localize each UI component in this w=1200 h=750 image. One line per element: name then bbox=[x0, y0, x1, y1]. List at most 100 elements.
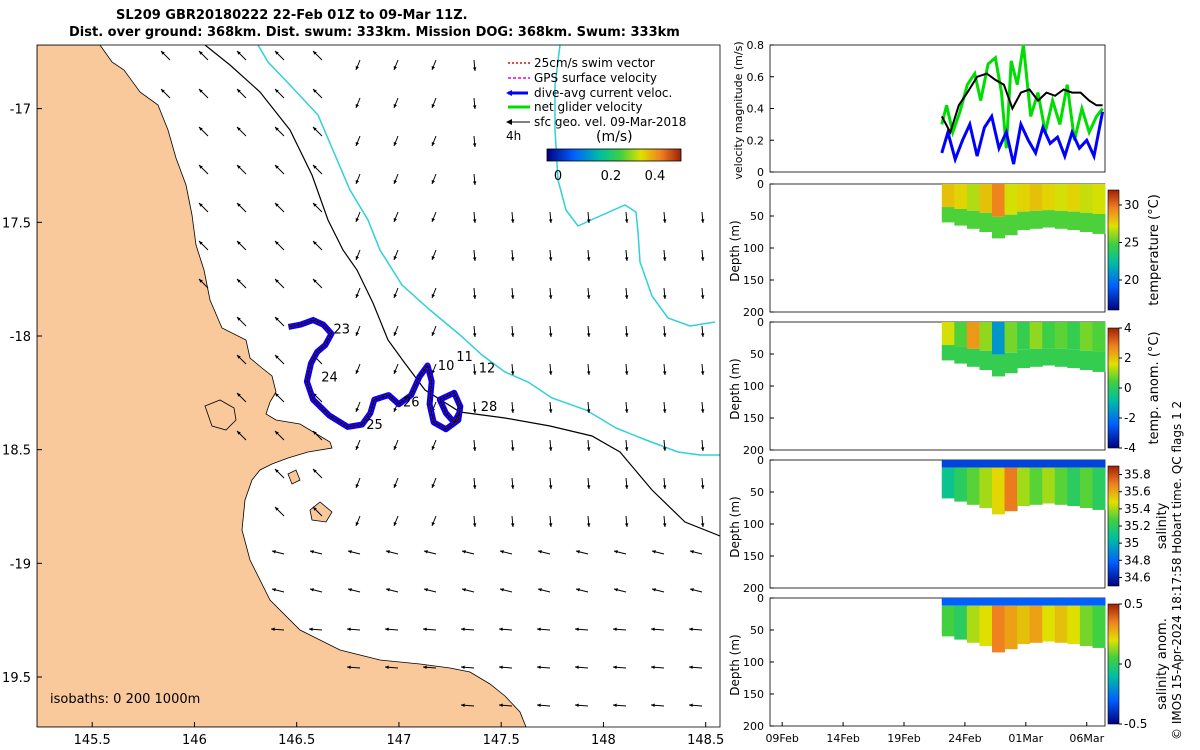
velocity-vector-head bbox=[275, 431, 279, 435]
velocity-vector-head bbox=[431, 522, 435, 526]
velocity-vector-head bbox=[575, 627, 579, 632]
velocity-vector-head bbox=[700, 447, 705, 451]
velocity-vector-head bbox=[347, 627, 351, 632]
map-y-tick-label: 17.5 bbox=[2, 216, 31, 231]
velocity-vector-head bbox=[275, 127, 279, 131]
glider-track-core bbox=[288, 319, 461, 430]
velocity-vector-head bbox=[393, 66, 397, 70]
velocity-vector-head bbox=[237, 241, 241, 245]
day-label: 26 bbox=[403, 395, 420, 410]
velocity-vector-head bbox=[548, 219, 553, 223]
velocity-vector-head bbox=[651, 627, 655, 632]
velocity-vector-head bbox=[355, 294, 359, 298]
velocity-vector-head bbox=[548, 447, 553, 451]
velocity-vector-head bbox=[548, 485, 553, 489]
velocity-vector-head bbox=[537, 627, 541, 632]
velocity-vector-head bbox=[472, 333, 477, 337]
velocity-vector-head bbox=[431, 104, 435, 108]
map-legend: 25cm/s swim vector GPS surface velocity … bbox=[506, 56, 686, 184]
velocity-vector-head bbox=[700, 219, 705, 223]
velocity-vector-head bbox=[355, 104, 359, 108]
velocity-vector-head bbox=[393, 446, 397, 450]
velocity-vector-head bbox=[313, 89, 317, 93]
velocity-vector-head bbox=[662, 333, 667, 337]
velocity-vector-head bbox=[275, 165, 279, 169]
velocity-vector-head bbox=[161, 89, 165, 93]
velocity-vector-head bbox=[275, 279, 279, 283]
velocity-vector-head bbox=[431, 446, 435, 450]
island-2 bbox=[309, 501, 333, 523]
velocity-vector-head bbox=[237, 431, 241, 435]
velocity-vector-head bbox=[461, 703, 465, 708]
velocity-vector-head bbox=[624, 485, 629, 489]
velocity-vector-head bbox=[576, 550, 580, 554]
map-x-tick-label: 147 bbox=[387, 733, 412, 748]
velocity-vector-head bbox=[161, 51, 165, 55]
velocity-vector-head bbox=[575, 703, 579, 708]
velocity-vector-head bbox=[652, 588, 656, 592]
map-x-tick-label: 146.5 bbox=[278, 733, 315, 748]
velocity-vector-head bbox=[652, 550, 656, 554]
map-x-tick-label: 145.5 bbox=[74, 733, 111, 748]
velocity-vector-head bbox=[472, 371, 477, 375]
velocity-vector-head bbox=[576, 588, 580, 592]
velocity-vector-head bbox=[355, 180, 359, 184]
velocity-vector-head bbox=[431, 332, 435, 336]
velocity-vector-head bbox=[237, 89, 241, 93]
velocity-vector-head bbox=[355, 142, 359, 146]
velocity-vector-head bbox=[662, 371, 667, 375]
velocity-vector-head bbox=[431, 484, 435, 488]
velocity-vector-head bbox=[462, 550, 466, 554]
velocity-vector-head bbox=[275, 355, 279, 359]
velocity-vector-head bbox=[424, 550, 428, 554]
velocity-vector-head bbox=[700, 523, 705, 527]
colorbar-unit: (m/s) bbox=[596, 129, 633, 145]
map-x-tick-label: 147.5 bbox=[483, 733, 520, 748]
velocity-vector-head bbox=[472, 485, 477, 489]
velocity-vector-head bbox=[393, 294, 397, 298]
velocity-vector-head bbox=[355, 332, 359, 336]
velocity-vector-head bbox=[461, 665, 465, 670]
isobaths-label: isobaths: 0 200 1000m bbox=[50, 692, 200, 707]
velocity-vector-head bbox=[472, 257, 477, 261]
velocity-vector-head bbox=[313, 127, 317, 131]
velocity-vector-head bbox=[313, 241, 317, 245]
velocity-vector-head bbox=[423, 627, 427, 632]
velocity-vector-head bbox=[510, 447, 515, 451]
velocity-vector-head bbox=[624, 447, 629, 451]
velocity-vector-head bbox=[613, 627, 617, 632]
velocity-vector-head bbox=[347, 665, 351, 670]
map-x-tick-label: 148 bbox=[591, 733, 616, 748]
velocity-vector-head bbox=[431, 218, 435, 222]
velocity-vector-head bbox=[613, 665, 617, 670]
velocity-vector-head bbox=[237, 355, 241, 359]
velocity-vector-head bbox=[548, 371, 553, 375]
velocity-vector-head bbox=[624, 333, 629, 337]
velocity-vector-head bbox=[313, 165, 317, 169]
velocity-vector-head bbox=[355, 66, 359, 70]
velocity-vector-head bbox=[393, 484, 397, 488]
title-line-2: Dist. over ground: 368km. Dist. swum: 33… bbox=[69, 25, 680, 40]
legend-gps-velocity: GPS surface velocity bbox=[534, 71, 657, 85]
velocity-vector-head bbox=[510, 257, 515, 261]
velocity-vector-head bbox=[651, 703, 655, 708]
velocity-vector-head bbox=[700, 371, 705, 375]
legend-net-velocity: net glider velocity bbox=[534, 100, 642, 114]
velocity-vector-head bbox=[199, 279, 203, 283]
velocity-vector-head bbox=[199, 241, 203, 245]
velocity-vector-head bbox=[393, 408, 397, 412]
velocity-vector-head bbox=[275, 89, 279, 93]
velocity-vector-head bbox=[690, 550, 694, 554]
velocity-vector-head bbox=[237, 203, 241, 207]
velocity-vector-head bbox=[538, 588, 542, 592]
day-label: 10 bbox=[438, 359, 455, 374]
velocity-vector-head bbox=[510, 219, 515, 223]
velocity-vector-head bbox=[662, 409, 667, 413]
velocity-vector-head bbox=[393, 180, 397, 184]
velocity-vector-head bbox=[386, 588, 390, 592]
velocity-vector-head bbox=[472, 295, 477, 299]
velocity-vector-head bbox=[614, 588, 618, 592]
velocity-vector-head bbox=[537, 703, 541, 708]
velocity-vector-head bbox=[393, 256, 397, 260]
